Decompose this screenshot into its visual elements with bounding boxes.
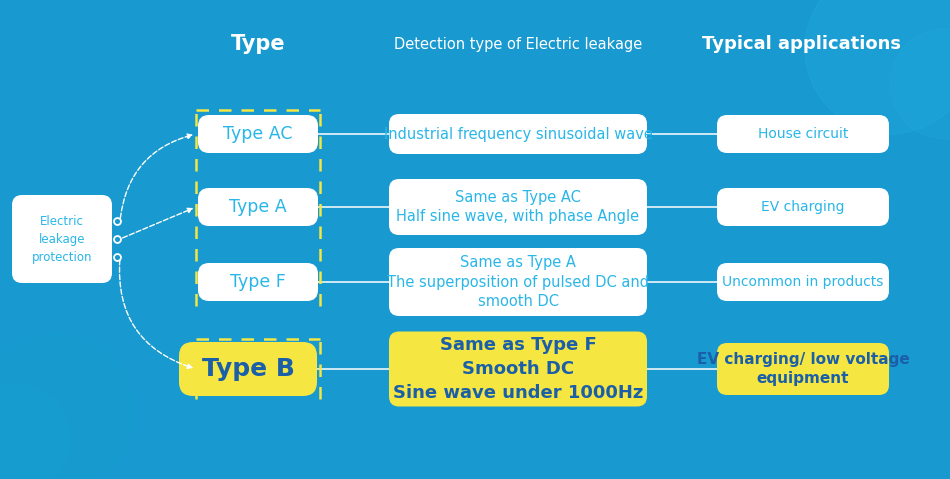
Text: Type: Type [231,34,285,54]
Text: Detection type of Electric leakage: Detection type of Electric leakage [394,36,642,52]
Circle shape [0,384,70,479]
FancyBboxPatch shape [198,115,318,153]
FancyBboxPatch shape [389,114,647,154]
Text: House circuit: House circuit [758,127,848,141]
Text: EV charging/ low voltage
equipment: EV charging/ low voltage equipment [696,352,909,387]
FancyBboxPatch shape [389,179,647,235]
Text: Same as Type F
Smooth DC
Sine wave under 1000Hz: Same as Type F Smooth DC Sine wave under… [392,336,643,401]
FancyBboxPatch shape [717,263,889,301]
FancyBboxPatch shape [389,331,647,407]
FancyBboxPatch shape [179,342,317,396]
Text: Typical applications: Typical applications [702,35,902,53]
Text: Same as Type AC
Half sine wave, with phase Angle: Same as Type AC Half sine wave, with pha… [396,190,639,224]
Text: Electric
leakage
protection: Electric leakage protection [31,215,92,263]
FancyBboxPatch shape [12,195,112,283]
FancyBboxPatch shape [198,263,318,301]
Text: Type AC: Type AC [223,125,293,143]
Circle shape [805,0,950,134]
FancyBboxPatch shape [198,188,318,226]
FancyBboxPatch shape [717,115,889,153]
Text: Uncommon in products: Uncommon in products [722,275,884,289]
FancyBboxPatch shape [717,188,889,226]
FancyBboxPatch shape [717,343,889,395]
Text: Type F: Type F [230,273,286,291]
Text: EV charging: EV charging [761,200,845,214]
FancyBboxPatch shape [389,248,647,316]
Text: Type B: Type B [201,357,294,381]
Text: Industrial frequency sinusoidal wave: Industrial frequency sinusoidal wave [384,126,653,141]
Circle shape [890,29,950,139]
Text: Type A: Type A [229,198,287,216]
Circle shape [0,334,135,479]
Text: Same as Type A
The superposition of pulsed DC and
smooth DC: Same as Type A The superposition of puls… [387,255,649,309]
